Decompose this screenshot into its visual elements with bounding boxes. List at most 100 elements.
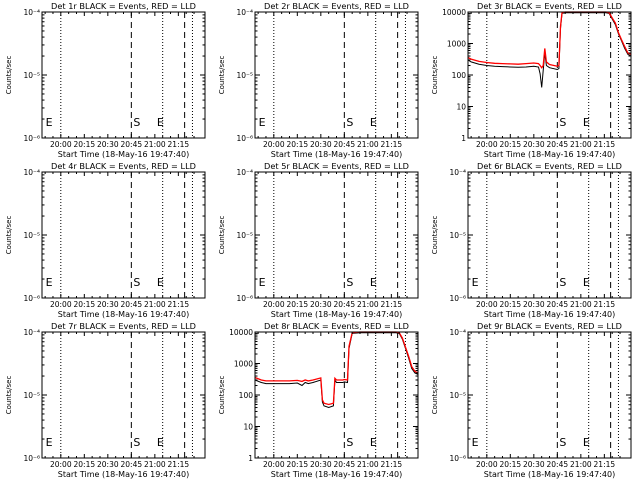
- panel-title: Det 3r BLACK = Events, RED = LLD: [477, 1, 622, 11]
- y-tick-label: 10⁻⁵: [23, 231, 40, 240]
- marker-label: E: [46, 436, 53, 449]
- y-tick-label: 10000: [229, 328, 253, 337]
- x-tick-label: 20:00: [476, 460, 498, 469]
- x-tick-label: 20:00: [263, 140, 285, 149]
- y-tick-label: 1: [248, 454, 253, 463]
- x-tick-label: 20:15: [287, 300, 309, 309]
- y-axis-label: Counts/sec: [218, 376, 226, 415]
- x-tick-label: 21:00: [144, 460, 166, 469]
- y-tick-label: 10⁻⁶: [23, 454, 40, 463]
- panel-title: Det 7r BLACK = Events, RED = LLD: [51, 321, 196, 331]
- x-tick-label: 21:15: [168, 140, 190, 149]
- marker-label: E: [46, 116, 53, 129]
- y-axis-label: Counts/sec: [5, 216, 13, 255]
- x-tick-label: 21:00: [357, 140, 379, 149]
- panel-svg: Det 1r BLACK = Events, RED = LLD S E E 10⁻⁶ 1…: [5, 1, 206, 159]
- x-tick-label: 20:00: [476, 300, 498, 309]
- marker-label: S: [346, 276, 353, 289]
- x-tick-label: 20:45: [121, 140, 143, 149]
- x-tick-label: 20:00: [50, 460, 72, 469]
- detector-panel: Det 4r BLACK = Events, RED = LLD S E E 10⁻⁶ 1…: [0, 160, 213, 320]
- y-tick-label: 1000: [234, 360, 253, 369]
- panel-svg: Det 6r BLACK = Events, RED = LLD S E E 10⁻⁶ 1…: [431, 161, 632, 319]
- marker-label: S: [346, 436, 353, 449]
- marker-label: E: [46, 276, 53, 289]
- x-tick-label: 20:15: [74, 460, 96, 469]
- marker-label: E: [583, 436, 590, 449]
- x-tick-label: 20:45: [547, 460, 569, 469]
- marker-label: E: [370, 436, 377, 449]
- marker-label: E: [583, 116, 590, 129]
- marker-label: S: [559, 116, 566, 129]
- y-tick-label: 10⁻⁵: [236, 231, 253, 240]
- y-tick-label: 10⁻⁶: [449, 294, 466, 303]
- x-tick-label: 21:00: [570, 300, 592, 309]
- x-tick-label: 20:15: [500, 300, 522, 309]
- x-tick-label: 21:15: [594, 460, 616, 469]
- marker-label: E: [583, 276, 590, 289]
- panel-svg: Det 3r BLACK = Events, RED = LLD S E 1 10 100…: [431, 1, 632, 159]
- x-tick-label: 20:00: [50, 300, 72, 309]
- x-tick-label: 20:45: [121, 300, 143, 309]
- panel-title: Det 9r BLACK = Events, RED = LLD: [477, 321, 622, 331]
- marker-label: S: [559, 276, 566, 289]
- y-axis-label: Counts/sec: [218, 216, 226, 255]
- y-axis-label: Counts/sec: [431, 216, 439, 255]
- x-tick-label: 21:00: [357, 300, 379, 309]
- y-tick-label: 10000: [442, 8, 466, 17]
- detector-panel: Det 7r BLACK = Events, RED = LLD S E E 10⁻⁶ 1…: [0, 320, 213, 480]
- x-tick-label: 21:00: [144, 300, 166, 309]
- x-tick-label: 20:30: [97, 140, 119, 149]
- x-tick-label: 20:30: [97, 300, 119, 309]
- x-tick-label: 20:15: [500, 140, 522, 149]
- marker-label: E: [370, 276, 377, 289]
- y-tick-label: 10⁻⁶: [23, 134, 40, 143]
- x-tick-label: 20:45: [334, 300, 356, 309]
- detector-panel: Det 2r BLACK = Events, RED = LLD S E E 10⁻⁶ 1…: [213, 0, 426, 160]
- x-tick-label: 21:00: [570, 460, 592, 469]
- panel-title: Det 4r BLACK = Events, RED = LLD: [51, 161, 196, 171]
- data-series-line: [467, 11, 632, 69]
- x-axis-label: Start Time (18-May-16 19:47:40): [271, 470, 402, 479]
- plot-frame: [467, 171, 632, 299]
- x-tick-label: 20:00: [50, 140, 72, 149]
- x-tick-label: 20:15: [287, 140, 309, 149]
- x-tick-label: 20:30: [523, 140, 545, 149]
- detector-panel: Det 9r BLACK = Events, RED = LLD S E E 10⁻⁶ 1…: [426, 320, 639, 480]
- x-tick-label: 20:15: [287, 460, 309, 469]
- panel-svg: Det 4r BLACK = Events, RED = LLD S E E 10⁻⁶ 1…: [5, 161, 206, 319]
- y-tick-label: 10⁻⁴: [449, 168, 466, 177]
- marker-label: E: [259, 116, 266, 129]
- y-tick-label: 10⁻⁴: [236, 8, 253, 17]
- y-tick-label: 10⁻⁵: [23, 71, 40, 80]
- x-tick-label: 20:30: [310, 460, 332, 469]
- y-tick-label: 10⁻⁴: [23, 168, 40, 177]
- x-axis-label: Start Time (18-May-16 19:47:40): [484, 470, 615, 479]
- x-tick-label: 20:45: [334, 140, 356, 149]
- y-tick-label: 1: [461, 134, 466, 143]
- y-axis-label: Counts/sec: [218, 56, 226, 95]
- detector-panel: Det 8r BLACK = Events, RED = LLD S E 1 10 100…: [213, 320, 426, 480]
- x-tick-label: 21:15: [594, 300, 616, 309]
- detector-panel: Det 6r BLACK = Events, RED = LLD S E E 10⁻⁶ 1…: [426, 160, 639, 320]
- y-tick-label: 100: [239, 391, 254, 400]
- x-tick-label: 20:00: [263, 460, 285, 469]
- panel-svg: Det 7r BLACK = Events, RED = LLD S E E 10⁻⁶ 1…: [5, 321, 206, 479]
- x-axis-label: Start Time (18-May-16 19:47:40): [484, 150, 615, 159]
- x-tick-label: 20:00: [476, 140, 498, 149]
- x-tick-label: 21:15: [381, 460, 403, 469]
- x-tick-label: 20:30: [523, 460, 545, 469]
- marker-label: E: [370, 116, 377, 129]
- y-tick-label: 10: [456, 103, 466, 112]
- x-axis-label: Start Time (18-May-16 19:47:40): [58, 310, 189, 319]
- y-tick-label: 10⁻⁴: [236, 168, 253, 177]
- panel-title: Det 1r BLACK = Events, RED = LLD: [51, 1, 196, 11]
- y-tick-label: 10⁻⁶: [236, 134, 253, 143]
- x-axis-label: Start Time (18-May-16 19:47:40): [58, 150, 189, 159]
- panel-svg: Det 9r BLACK = Events, RED = LLD S E E 10⁻⁶ 1…: [431, 321, 632, 479]
- y-tick-label: 10⁻⁴: [23, 328, 40, 337]
- marker-label: S: [133, 436, 140, 449]
- panel-svg: Det 2r BLACK = Events, RED = LLD S E E 10⁻⁶ 1…: [218, 1, 419, 159]
- plot-frame: [41, 171, 206, 299]
- plot-frame: [254, 171, 419, 299]
